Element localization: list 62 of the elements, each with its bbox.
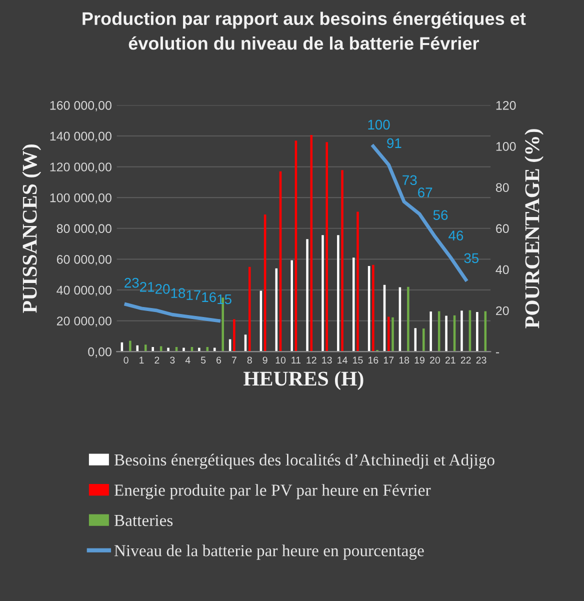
data-label: 16 <box>202 292 216 302</box>
data-label: 20 <box>155 284 170 294</box>
data-label: 15 <box>218 294 232 304</box>
x-tick-label: 17 <box>384 356 394 364</box>
y2-tick-label: 120 <box>496 100 516 110</box>
y-tick-label: 0,00 <box>88 347 112 358</box>
x-tick-label: 15 <box>353 356 363 364</box>
y-tick-label: 120 000,00 <box>50 162 112 173</box>
y-tick-label: 20 000,00 <box>56 316 112 327</box>
x-tick-label: 21 <box>445 356 456 364</box>
y-tick-label: 40 000,00 <box>56 286 112 296</box>
x-tick-label: 0 <box>124 356 128 364</box>
y-tick-label: 160 000,00 <box>50 100 112 112</box>
x-tick-label: 22 <box>460 356 471 364</box>
data-label: 21 <box>140 282 154 292</box>
y2-tick-label: - <box>496 352 500 354</box>
y-tick-label: 100 000,00 <box>50 193 112 204</box>
legend-label: Niveau de la batterie par heure en pourcentage <box>114 544 424 560</box>
y2-tick-label: 40 <box>496 265 509 274</box>
x-tick-label: 7 <box>232 356 236 364</box>
data-label: 46 <box>448 230 464 240</box>
x-tick-label: 10 <box>276 356 286 364</box>
y2-tick-label: 20 <box>496 306 509 316</box>
data-label: 73 <box>402 175 417 186</box>
y2-axis-title: POURCENTAGE (%) <box>524 129 544 328</box>
data-label: 23 <box>124 278 139 288</box>
x-tick-label: 12 <box>306 356 316 364</box>
x-tick-label: 2 <box>154 356 160 364</box>
data-label: 17 <box>186 290 200 300</box>
y2-tick-label: 60 <box>496 224 509 234</box>
legend-label: Energie produite par le PV par heure en Février <box>114 484 431 500</box>
data-label: 35 <box>464 253 479 264</box>
x-tick-label: 18 <box>399 356 410 364</box>
x-tick-label: 14 <box>338 356 348 364</box>
y-tick-label: 140 000,00 <box>50 132 112 142</box>
y2-tick-label: 100 <box>496 142 516 151</box>
x-axis-title: HEURES (H) <box>244 371 364 390</box>
x-tick-label: 8 <box>247 356 252 364</box>
legend-label: Batteries <box>114 514 173 526</box>
x-tick-label: 9 <box>262 356 268 364</box>
x-tick-label: 11 <box>292 356 301 364</box>
data-label: 91 <box>387 138 402 148</box>
chart-title: Production par rapport aux besoins énergétiques et évolution du niveau de la batterie Février <box>82 12 526 50</box>
x-tick-label: 13 <box>322 356 332 364</box>
x-tick-label: 19 <box>414 356 424 364</box>
legend-label: Besoins énergétiques des localités d’Atchinedji et Adjigo <box>114 454 494 469</box>
x-tick-label: 4 <box>185 356 190 364</box>
x-tick-label: 23 <box>476 356 486 364</box>
data-label: 67 <box>418 188 432 198</box>
y2-tick-label: 80 <box>496 183 509 192</box>
x-tick-label: 1 <box>140 356 144 364</box>
y-tick-label: 60 000,00 <box>56 254 112 266</box>
x-tick-label: 3 <box>170 356 175 364</box>
data-label: 18 <box>171 288 186 298</box>
data-label: 100 <box>368 120 390 130</box>
data-label: 56 <box>433 210 448 220</box>
y-axis-title: PUISSANCES (W) <box>22 144 42 313</box>
x-tick-label: 20 <box>430 356 440 364</box>
x-tick-label: 5 <box>200 356 206 364</box>
x-tick-label: 16 <box>368 356 378 364</box>
y-tick-label: 80 000,00 <box>56 224 112 235</box>
x-tick-label: 6 <box>216 356 222 364</box>
